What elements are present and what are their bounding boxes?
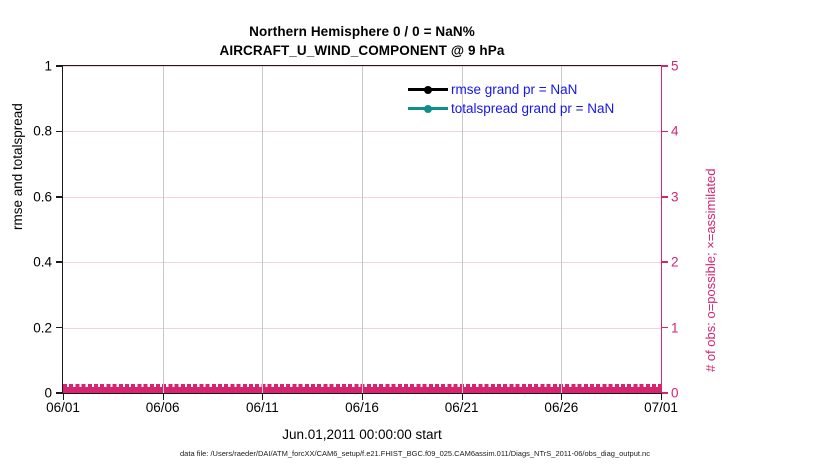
- x-tick: [162, 393, 164, 400]
- x-tick: [561, 393, 563, 400]
- x-tick-label: 06/06: [145, 400, 180, 415]
- legend-marker-totalspread-icon: [408, 103, 448, 115]
- y-tick-label-right: 3: [671, 189, 679, 205]
- y-axis-title-right: # of obs: o=possible; ×=assimilated: [703, 168, 718, 372]
- y-tick-right: [661, 392, 668, 394]
- y-tick-left: [56, 392, 63, 394]
- legend-label-totalspread: totalspread grand pr = NaN: [451, 101, 615, 116]
- grid-line-vertical: [461, 66, 463, 393]
- chart-title-block: Northern Hemisphere 0 / 0 = NaN% AIRCRAF…: [0, 22, 724, 60]
- y-tick-label-left: 0.4: [33, 254, 52, 270]
- grid-line-vertical: [162, 66, 164, 393]
- y-axis-title-left: rmse and totalspread: [10, 103, 25, 230]
- y-tick-left: [56, 65, 63, 67]
- y-tick-label-left: 0.6: [33, 189, 52, 205]
- y-tick-label-right: 0: [671, 385, 679, 401]
- y-tick-label-left: 1: [44, 58, 52, 74]
- chart-title: Northern Hemisphere 0 / 0 = NaN%: [249, 24, 475, 39]
- x-tick: [362, 393, 363, 400]
- y-tick-label-left: 0: [44, 385, 52, 401]
- y-tick-left: [56, 261, 63, 263]
- y-tick-right: [661, 130, 668, 133]
- y-tick-label-right: 5: [671, 58, 679, 74]
- grid-line-vertical: [362, 66, 363, 393]
- x-tick-label: 06/26: [544, 400, 579, 415]
- y-tick-left: [56, 130, 63, 133]
- x-tick-label: 06/11: [245, 400, 279, 415]
- y-tick-right: [661, 326, 668, 329]
- x-tick-label: 06/21: [444, 400, 479, 415]
- legend-item-totalspread: totalspread grand pr = NaN: [408, 101, 614, 116]
- y-tick-right: [661, 196, 668, 198]
- y-tick-right: [661, 65, 668, 67]
- x-tick-label: 07/01: [644, 400, 678, 415]
- y-tick-left: [56, 326, 63, 329]
- legend-item-rmse: rmse grand pr = NaN: [408, 82, 614, 97]
- start-time-caption: Jun.01,2011 00:00:00 start: [282, 427, 442, 442]
- y-tick-left: [56, 196, 63, 198]
- chart-subtitle: AIRCRAFT_U_WIND_COMPONENT @ 9 hPa: [219, 43, 505, 58]
- legend-marker-rmse-icon: [408, 84, 448, 96]
- y-tick-label-left: 0.2: [33, 320, 52, 336]
- y-tick-right: [661, 261, 668, 263]
- x-tick: [661, 393, 662, 400]
- y-tick-label-right: 2: [671, 254, 679, 270]
- x-tick: [461, 393, 463, 400]
- y-tick-label-left: 0.8: [33, 123, 52, 139]
- grid-line-vertical: [561, 66, 563, 393]
- legend-label-rmse: rmse grand pr = NaN: [451, 82, 578, 97]
- x-tick: [262, 393, 264, 400]
- y-tick-label-right: 4: [671, 123, 679, 139]
- legend: rmse grand pr = NaN totalspread grand pr…: [408, 82, 614, 116]
- y-tick-label-right: 1: [671, 320, 679, 336]
- x-tick-label: 06/01: [46, 400, 80, 415]
- x-tick: [63, 393, 64, 400]
- grid-line-vertical: [262, 66, 264, 393]
- data-file-caption: data file: /Users/raeder/DAI/ATM_forcXX/…: [180, 449, 650, 458]
- x-tick-label: 06/16: [345, 400, 379, 415]
